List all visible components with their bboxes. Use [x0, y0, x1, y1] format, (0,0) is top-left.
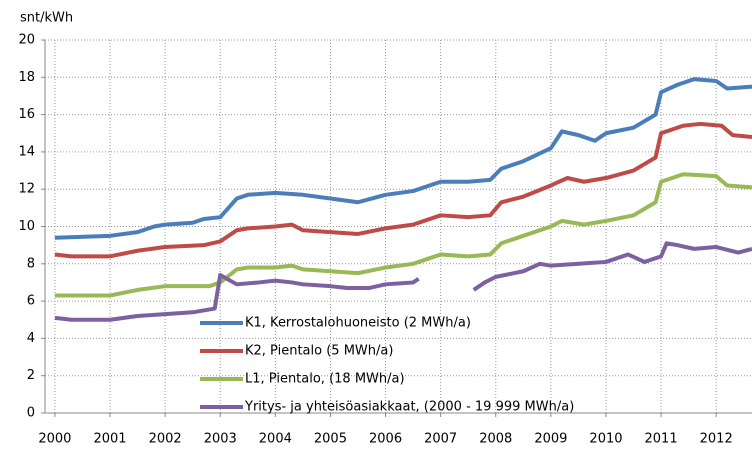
legend-label: Yritys- ja yhteisöasiakkaat, (2000 - 19 … [244, 400, 574, 415]
y-tick-label: 2 [27, 368, 35, 383]
legend-label: K1, Kerrostalohuoneisto (2 MWh/a) [245, 316, 471, 331]
x-tick-label: 2009 [534, 432, 567, 447]
x-tick-label: 2000 [38, 432, 71, 447]
x-tick-label: 2007 [424, 432, 457, 447]
x-tick-label: 2004 [259, 432, 292, 447]
y-tick-label: 18 [18, 70, 35, 85]
y-tick-label: 14 [18, 144, 35, 159]
y-tick-label: 20 [18, 33, 35, 48]
series-line [472, 241, 752, 292]
x-tick-label: 2003 [204, 432, 237, 447]
y-tick-label: 0 [27, 406, 35, 421]
y-axis-label: snt/kWh [20, 11, 73, 26]
series-line [54, 121, 752, 259]
series-line [54, 272, 420, 322]
x-tick-label: 2010 [589, 432, 622, 447]
x-tick-label: 2006 [369, 432, 402, 447]
y-tick-label: 10 [18, 219, 35, 234]
legend-label: L1, Pientalo, (18 MWh/a) [245, 372, 405, 387]
x-tick-label: 2012 [700, 432, 733, 447]
x-tick-label: 2008 [479, 432, 512, 447]
x-tick-label: 2011 [645, 432, 678, 447]
series-line [54, 77, 752, 240]
x-tick-label: 2002 [149, 432, 182, 447]
legend-label: K2, Pientalo (5 MWh/a) [245, 344, 393, 359]
y-tick-label: 4 [27, 331, 35, 346]
y-tick-label: 6 [27, 294, 35, 309]
y-tick-label: 16 [18, 107, 35, 122]
x-tick-label: 2001 [93, 432, 126, 447]
y-tick-label: 12 [18, 182, 35, 197]
y-tick-label: 8 [27, 256, 35, 271]
x-tick-label: 2005 [314, 432, 347, 447]
